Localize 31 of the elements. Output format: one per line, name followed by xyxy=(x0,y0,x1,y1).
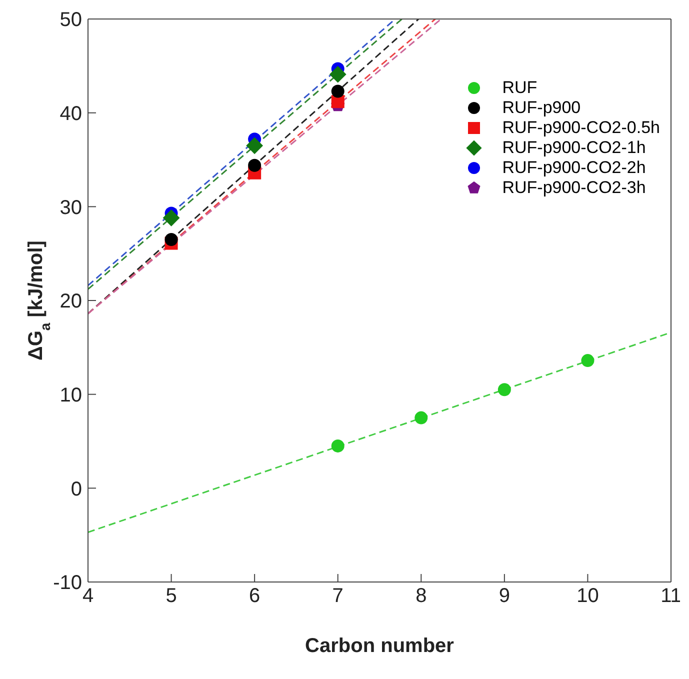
legend-label: RUF-p900-CO2-1h xyxy=(502,138,646,158)
x-tick-label: 7 xyxy=(332,585,344,608)
legend-label: RUF-p900-CO2-0.5h xyxy=(502,118,660,138)
y-tick-label: -10 xyxy=(53,572,82,594)
x-tick-label: 8 xyxy=(416,585,427,608)
point xyxy=(331,84,344,98)
y-tick-label: 50 xyxy=(60,9,82,32)
y-tick-label: 30 xyxy=(60,196,82,219)
point xyxy=(498,383,511,396)
point xyxy=(162,209,180,226)
point xyxy=(329,66,346,83)
y-tick-label: 40 xyxy=(60,102,82,125)
point xyxy=(246,137,264,154)
point xyxy=(581,354,594,368)
y-tick-label: 10 xyxy=(60,384,82,406)
x-axis-title: Carbon number xyxy=(305,635,454,657)
legend-label: RUF-p900 xyxy=(502,98,581,118)
x-tick-label: 6 xyxy=(249,585,260,608)
x-tick-label: 5 xyxy=(166,585,177,608)
legend-label: RUF-p900-CO2-3h xyxy=(502,178,646,198)
legend-label: RUF-p900-CO2-2h xyxy=(502,158,646,178)
legend-label: RUF xyxy=(502,78,538,98)
point xyxy=(248,158,262,172)
y-tick-label: 0 xyxy=(70,478,82,500)
point xyxy=(414,411,428,424)
x-tick-label: 4 xyxy=(82,585,94,608)
y-tick-label: 20 xyxy=(60,290,82,313)
x-tick-label: 9 xyxy=(498,585,510,608)
point xyxy=(164,233,178,246)
point xyxy=(331,439,344,452)
x-tick-label: 10 xyxy=(576,585,599,608)
